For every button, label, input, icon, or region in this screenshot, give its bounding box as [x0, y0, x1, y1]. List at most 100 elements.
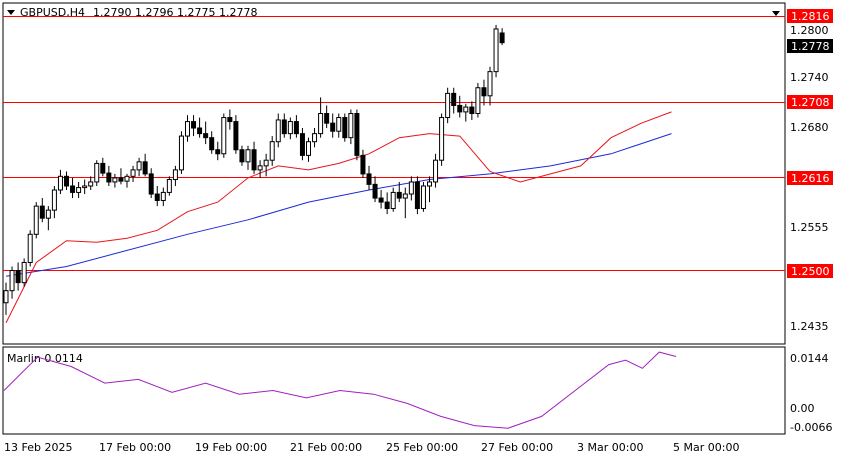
candle-body — [445, 92, 451, 119]
current-price-label: 1.2778 — [791, 40, 830, 53]
candle-body — [318, 113, 324, 135]
candle-body — [215, 149, 221, 155]
candle-body — [269, 141, 275, 161]
candle-body — [136, 161, 142, 171]
candle-body — [475, 87, 481, 115]
candle-body — [82, 185, 88, 189]
time-tick: 3 Mar 00:00 — [577, 441, 643, 454]
candle-body — [293, 121, 299, 135]
time-tick: 27 Feb 00:00 — [481, 441, 553, 454]
ohlc-readout: 1.2790 1.2796 1.2775 1.2778 — [93, 6, 257, 19]
candle-body — [160, 191, 166, 201]
candle-body — [39, 205, 45, 219]
candle-body — [390, 191, 396, 210]
level-label: 1.2616 — [791, 172, 830, 185]
level-label: 1.2816 — [791, 10, 830, 23]
candle-body — [372, 183, 378, 199]
indicator-pane[interactable] — [2, 346, 786, 435]
candle-body — [469, 106, 475, 115]
ma-fast-line — [5, 111, 672, 324]
candle-body — [112, 177, 118, 183]
oscillator — [3, 351, 677, 429]
candle-body — [15, 270, 21, 284]
candle-body — [463, 106, 469, 113]
candle-body — [287, 121, 293, 135]
collapse-arrow-icon[interactable] — [772, 11, 780, 16]
price-axis: 1.2800 1.2740 1.2680 1.2555 1.2435 — [790, 24, 829, 333]
candle-body — [203, 133, 209, 139]
candle-body — [378, 197, 384, 203]
level-labels: 1.2816 1.2708 1.2616 1.2500 1.2778 — [787, 9, 833, 278]
time-tick: 21 Feb 00:00 — [290, 441, 362, 454]
price-tick: 1.2680 — [790, 121, 829, 134]
level-label-bg — [787, 171, 833, 185]
candle-body — [396, 191, 402, 199]
candle-body — [70, 185, 76, 193]
candle-body — [142, 161, 148, 175]
candle-body — [481, 87, 487, 97]
candle-body — [209, 137, 215, 151]
indicator-label: Marlin 0.0114 — [7, 352, 83, 365]
time-axis: 13 Feb 2025 17 Feb 00:00 19 Feb 00:00 21… — [4, 441, 739, 454]
candle-body — [348, 113, 354, 139]
candle-body — [166, 179, 172, 193]
candle-body — [233, 121, 239, 151]
candle-body — [76, 187, 82, 193]
time-tick: 19 Feb 00:00 — [195, 441, 267, 454]
candle-body — [433, 159, 439, 183]
candle-body — [227, 117, 233, 123]
candle-body — [312, 133, 318, 143]
candle-body — [330, 122, 336, 132]
candle-body — [402, 193, 408, 199]
indicator-tick: 0.0144 — [790, 352, 829, 365]
main-pane[interactable] — [2, 2, 786, 345]
candle-body — [88, 181, 94, 187]
candle-body — [221, 117, 227, 155]
moving-averages — [5, 111, 672, 324]
candle-body — [408, 181, 414, 195]
level-label-bg — [787, 264, 833, 278]
candle-body — [493, 28, 499, 73]
price-tick: 1.2800 — [790, 24, 829, 37]
price-tick: 1.2740 — [790, 71, 829, 84]
level-label-bg — [787, 95, 833, 109]
oscillator-line — [3, 351, 677, 429]
level-label-bg — [787, 9, 833, 23]
candles — [3, 24, 505, 315]
indicator-tick: 0.00 — [790, 402, 815, 415]
level-label: 1.2708 — [791, 96, 830, 109]
price-tick: 1.2435 — [790, 320, 829, 333]
candle-body — [172, 169, 178, 181]
candle-body — [130, 169, 136, 177]
candle-body — [281, 119, 287, 135]
time-tick: 25 Feb 00:00 — [386, 441, 458, 454]
symbol-label: GBPUSD,H4 — [20, 6, 85, 19]
candle-body — [324, 113, 330, 124]
candle-body — [57, 175, 63, 191]
candle-body — [118, 177, 124, 182]
candle-body — [191, 121, 197, 129]
candle-body — [45, 209, 51, 219]
candle-body — [21, 261, 27, 284]
candle-body — [154, 193, 160, 201]
candle-body — [414, 181, 420, 210]
symbol-dropdown-icon[interactable] — [7, 10, 15, 15]
candle-body — [94, 162, 100, 183]
candle-body — [33, 205, 39, 235]
indicator-axis: 0.0144 0.00 -0.0066 — [790, 352, 832, 434]
candle-body — [148, 173, 154, 195]
candle-body — [27, 233, 33, 263]
candle-body — [360, 154, 366, 175]
candle-body — [124, 175, 130, 182]
candle-body — [499, 32, 505, 44]
candle-body — [299, 133, 305, 156]
candle-body — [100, 162, 106, 174]
current-price-label-bg — [787, 39, 833, 53]
time-tick: 5 Mar 00:00 — [673, 441, 739, 454]
candle-body — [354, 113, 360, 156]
candle-body — [487, 71, 493, 97]
candle-body — [257, 165, 263, 171]
candle-body — [51, 189, 57, 211]
